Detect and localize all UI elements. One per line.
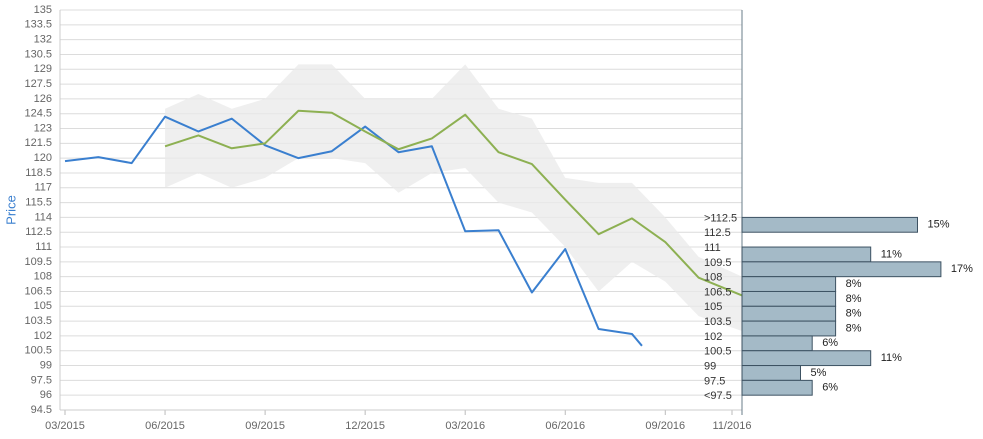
histogram-bar	[741, 379, 813, 396]
y-tick-label: 121.5	[24, 137, 52, 149]
value-label: 8%	[846, 308, 862, 320]
bin-label: 103.5	[704, 316, 732, 328]
price-line	[164, 109, 743, 297]
y-tick-label: 132	[34, 34, 52, 46]
bin-label: >112.5	[704, 212, 737, 224]
bin-label: 106.5	[704, 286, 732, 298]
y-tick-label: 106.5	[24, 285, 52, 297]
y-tick-label: 118.5	[25, 167, 52, 179]
histogram-bar	[741, 350, 872, 367]
histogram-bar	[741, 261, 942, 278]
value-label: 15%	[928, 219, 950, 231]
y-tick-label: 120	[34, 152, 52, 164]
y-tick-label: 114	[34, 211, 52, 223]
x-tick-label: 03/2015	[45, 420, 85, 432]
bin-label: 99	[704, 360, 716, 372]
y-tick-label: 108	[34, 271, 52, 283]
bin-label: 109.5	[704, 257, 732, 269]
value-label: 8%	[846, 278, 862, 290]
y-tick-label: 126	[34, 93, 52, 105]
histogram-bar	[741, 276, 837, 292]
y-tick-label: 124.5	[24, 108, 52, 120]
bin-label: 112.5	[704, 227, 731, 239]
x-tick-label: 06/2015	[145, 420, 185, 432]
value-label: 8%	[846, 322, 862, 334]
bin-label: 100.5	[704, 346, 732, 358]
bin-label: <97.5	[704, 390, 732, 402]
histogram-bar	[741, 335, 813, 352]
y-tick-label: 115.5	[25, 196, 52, 208]
y-tick-label: 102	[34, 330, 52, 342]
y-tick-label: 117	[34, 182, 52, 194]
y-tick-label: 100.5	[24, 345, 52, 357]
y-tick-label: 94.5	[31, 404, 52, 416]
y-tick-label: 123	[34, 122, 52, 134]
value-label: 6%	[822, 382, 838, 394]
bin-label: 111	[704, 242, 721, 254]
x-tick-label: 06/2016	[545, 420, 585, 432]
bin-label: 102	[704, 331, 722, 343]
value-label: 17%	[951, 263, 973, 275]
histogram-bar	[741, 290, 837, 307]
bin-label: 105	[704, 301, 722, 313]
y-tick-label: 135	[34, 4, 52, 16]
histogram-bar	[741, 305, 837, 322]
y-tick-label: 127.5	[24, 78, 52, 90]
y-tick-label: 129	[34, 63, 52, 75]
range-band	[165, 64, 743, 331]
bin-label: 108	[704, 272, 722, 284]
value-label: 11%	[881, 352, 902, 364]
value-label: 11%	[881, 248, 902, 260]
x-tick-label: 09/2016	[645, 420, 685, 432]
y-tick-label: 105	[34, 300, 52, 312]
histogram-bar	[741, 365, 801, 381]
value-label: 8%	[846, 293, 862, 305]
y-tick-label: 112.5	[25, 226, 52, 238]
value-label: 6%	[822, 337, 838, 349]
y-tick-label: 133.5	[24, 19, 52, 31]
y-axis-label: Price	[3, 195, 18, 225]
y-tick-label: 96	[40, 389, 52, 401]
price-line	[64, 115, 643, 347]
y-tick-label: 97.5	[31, 374, 52, 386]
histogram-bar	[741, 216, 918, 233]
value-label: 5%	[811, 367, 827, 379]
histogram-bar	[741, 320, 837, 337]
x-tick-label: 03/2016	[445, 420, 485, 432]
y-tick-label: 130.5	[24, 48, 52, 60]
y-tick-label: 111	[35, 241, 52, 253]
y-tick-label: 109.5	[24, 256, 52, 268]
x-tick-label: 12/2015	[345, 420, 385, 432]
x-tick-label: 09/2015	[245, 420, 285, 432]
y-tick-label: 103.5	[24, 315, 52, 327]
y-tick-label: 99	[40, 359, 52, 371]
bin-label: 97.5	[704, 375, 725, 387]
histogram-bar	[741, 246, 872, 263]
x-tick-label: 11/2016	[713, 420, 752, 432]
